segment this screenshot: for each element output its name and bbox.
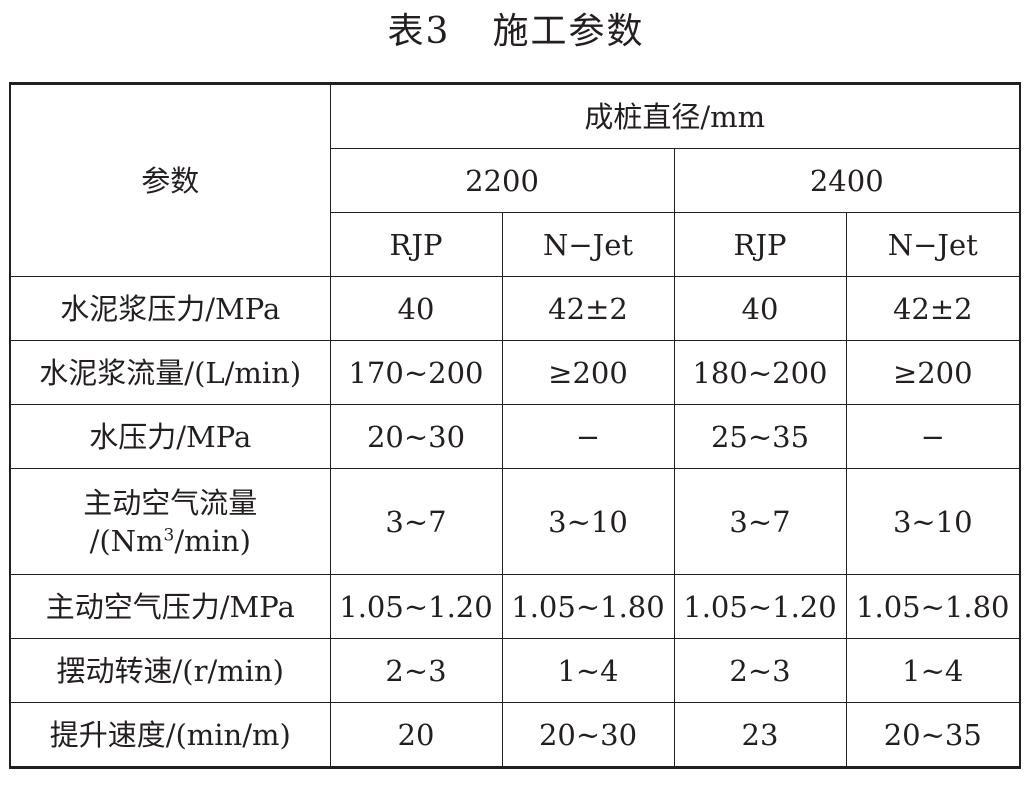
table-number: 表3 (387, 11, 451, 52)
header-row-1: 参数 成桩直径/mm (9, 83, 1021, 277)
method-cell: RJP (673, 212, 847, 277)
value-cell: 1.05~1.80 (845, 574, 1021, 639)
table-row: 水压力/MPa 20~30 − 25~35 − (9, 404, 1021, 469)
table-row: 主动空气流量 /(Nm3/min) 3~7 3~10 3~7 3~10 (9, 468, 1021, 575)
value-cell: 42±2 (845, 276, 1021, 341)
param-line-2: /(Nm3/min) (11, 522, 330, 560)
value-cell: 3~10 (845, 468, 1021, 575)
value-cell: − (501, 404, 675, 469)
value-cell: 170~200 (329, 340, 503, 405)
param-cell: 水泥浆流量/(L/min) (9, 340, 331, 405)
diameter-2200-cell: 2200 (329, 148, 675, 213)
param-line-1: 主动空气流量 (83, 485, 258, 520)
method-cell: N−Jet (501, 212, 675, 277)
diameter-header-cell: 成桩直径/mm (329, 83, 1021, 149)
value-cell: 40 (329, 276, 503, 341)
unit-suffix: /min) (174, 523, 251, 558)
header-row-2: 2200 2400 (10, 148, 1021, 213)
method-cell: N−Jet (845, 212, 1021, 277)
table-row: 摆动转速/(r/min) 2~3 1~4 2~3 1~4 (9, 638, 1021, 703)
param-cell: 主动空气流量 /(Nm3/min) (9, 468, 331, 575)
value-cell: 180~200 (673, 340, 847, 405)
value-cell: 40 (673, 276, 847, 341)
value-cell: ≥200 (845, 340, 1021, 405)
value-cell: 2~3 (329, 638, 503, 703)
param-header-cell: 参数 (9, 83, 331, 277)
value-cell: 23 (673, 702, 847, 768)
value-cell: 20~30 (329, 404, 503, 469)
unit-prefix: /(Nm (89, 523, 164, 558)
param-cell: 提升速度/(min/m) (9, 702, 331, 768)
value-cell: 1.05~1.20 (673, 574, 847, 639)
value-cell: 20~30 (501, 702, 675, 768)
value-cell: 3~7 (673, 468, 847, 575)
value-cell: 3~10 (501, 468, 675, 575)
value-cell: 2~3 (673, 638, 847, 703)
param-cell: 水压力/MPa (9, 404, 331, 469)
value-cell: 1.05~1.80 (501, 574, 675, 639)
unit-superscript: 3 (163, 524, 175, 545)
table-row: 水泥浆流量/(L/min) 170~200 ≥200 180~200 ≥200 (9, 340, 1021, 405)
value-cell: 1.05~1.20 (329, 574, 503, 639)
method-cell: RJP (329, 212, 503, 277)
value-cell: 20 (329, 702, 503, 768)
table-title: 施工参数 (492, 11, 645, 52)
value-cell: ≥200 (501, 340, 675, 405)
value-cell: 20~35 (845, 702, 1021, 768)
value-cell: 3~7 (329, 468, 503, 575)
param-cell: 主动空气压力/MPa (9, 574, 331, 639)
table-row: 主动空气压力/MPa 1.05~1.20 1.05~1.80 1.05~1.20… (9, 574, 1021, 639)
param-cell: 水泥浆压力/MPa (9, 276, 331, 341)
table-row: 提升速度/(min/m) 20 20~30 23 20~35 (9, 702, 1021, 768)
table-caption: 表3 施工参数 (0, 8, 1032, 56)
param-cell: 摆动转速/(r/min) (9, 638, 331, 703)
value-cell: 1~4 (845, 638, 1021, 703)
construction-parameters-table: 参数 成桩直径/mm 2200 2400 RJP N−Jet RJP N−Jet… (9, 82, 1022, 769)
value-cell: − (845, 404, 1021, 469)
diameter-2400-cell: 2400 (673, 148, 1021, 213)
value-cell: 42±2 (501, 276, 675, 341)
table-row: 水泥浆压力/MPa 40 42±2 40 42±2 (9, 276, 1021, 341)
value-cell: 25~35 (673, 404, 847, 469)
value-cell: 1~4 (501, 638, 675, 703)
